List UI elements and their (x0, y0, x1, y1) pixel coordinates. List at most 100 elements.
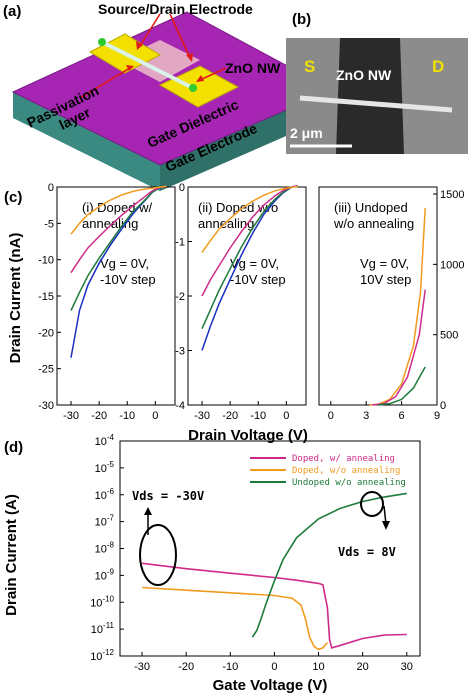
vds-right-label: Vds = 8V (338, 545, 396, 559)
plot-c3-note-2: 10V step (360, 272, 411, 287)
y-tick-label-1-3: -1 (175, 237, 185, 249)
y-tick-label-2-3: 1500 (440, 189, 464, 201)
plot-c2-note-1: Vg = 0V, (230, 256, 279, 271)
panel-d-xlabel: Gate Voltage (V) (213, 677, 328, 694)
y-tick-label-0-0: -30 (38, 400, 54, 412)
x-tick-label-2-0: 0 (328, 410, 334, 422)
x-tick-label-0-0: -30 (63, 410, 79, 422)
panel-c: (c) Drain Current (nA) Drain Voltage (V)… (4, 182, 464, 444)
panel-c-xlabel: Drain Voltage (V) (188, 427, 308, 444)
nanowire-label: ZnO NW (225, 60, 281, 76)
panel-a-label: (a) (3, 3, 21, 20)
arrowhead-passivation (126, 65, 134, 71)
arrow-source (139, 13, 161, 47)
arrowhead-drain (186, 53, 193, 62)
arrow-drain (169, 13, 191, 59)
x-tick-label-2-1: 3 (363, 410, 369, 422)
plot-c2-title-2: annealing (198, 216, 254, 231)
legend-label-1: Doped, w/ annealing (292, 454, 395, 464)
d-series-line-0 (142, 562, 407, 649)
arrow-nanowire (199, 67, 227, 81)
plot-c1-note-2: -10V step (100, 272, 156, 287)
source-drain-label: Source/Drain Electrode (98, 1, 253, 17)
d-series-line-2 (251, 492, 407, 638)
left-arrowhead (144, 507, 152, 515)
x-tick-label-2-2: 6 (399, 410, 405, 422)
nanowire (101, 40, 194, 90)
d-y-tick-label-0: 10-12 (90, 648, 114, 663)
d-x-tick-label-2: -10 (222, 661, 238, 673)
arrow-passivation (79, 67, 131, 99)
x-tick-label-1-0: -30 (194, 410, 210, 422)
series-line-0-3 (70, 185, 167, 235)
d-y-tick-label-1: 10-11 (91, 621, 115, 636)
y-tick-label-2-1: 500 (440, 330, 458, 342)
d-y-tick-label-7: 10-5 (95, 460, 115, 475)
d-y-tick-label-3: 10-9 (95, 567, 115, 582)
y-tick-label-1-1: -3 (175, 346, 185, 358)
panel-b: (b) S D ZnO NW 2 μm (286, 11, 468, 154)
panel-d: (d) Drain Current (A) Gate Voltage (V) -… (3, 433, 421, 694)
plot-c3-note-1: Vg = 0V, (360, 256, 409, 271)
y-tick-label-0-2: -20 (38, 327, 54, 339)
source-electrode-sem (286, 38, 340, 154)
vds-left-label: Vds = -30V (132, 489, 204, 503)
d-x-tick-label-1: -20 (178, 661, 194, 673)
panel-b-label: (b) (292, 11, 311, 28)
series-line-1-3 (201, 185, 298, 253)
series-line-2-0 (369, 208, 426, 406)
arrowhead-source (136, 41, 143, 50)
y-tick-label-1-0: -4 (175, 400, 185, 412)
nanowire-sem (299, 95, 453, 113)
y-tick-label-0-1: -25 (38, 364, 54, 376)
d-x-tick-label-5: 20 (357, 661, 369, 673)
x-tick-label-0-3: 0 (152, 410, 158, 422)
scale-label: 2 μm (290, 125, 323, 141)
d-x-tick-label-3: 0 (271, 661, 277, 673)
panel-c-ylabel: Drain Current (nA) (7, 233, 24, 364)
d-y-tick-label-5: 10-7 (95, 514, 115, 529)
plot-c1-note-1: Vg = 0V, (100, 256, 149, 271)
series-line-1-2 (201, 185, 298, 297)
plot-d-data: -30 -20 -10 0 10 20 30 10-12 10-11 10-10 10-9 10-8 1… (90, 433, 413, 673)
plot-c2-data: -30 -20 -10 0-4-3-2-10 (175, 182, 298, 422)
x-tick-label-1-3: 0 (283, 410, 289, 422)
right-arrowhead (382, 521, 390, 530)
x-tick-label-0-1: -20 (91, 410, 107, 422)
y-tick-label-0-5: -5 (44, 218, 54, 230)
d-y-tick-label-4: 10-8 (95, 541, 115, 556)
plot-c1-title-2: annealing (82, 216, 138, 231)
contact-right (189, 84, 197, 92)
y-tick-label-1-2: -2 (175, 291, 185, 303)
d-x-tick-label-0: -30 (134, 661, 150, 673)
y-tick-label-0-4: -10 (38, 255, 54, 267)
plot-c1-data: -30 -20 -10 0 -30 -25 -20 -15 -10 -5 0 (38, 182, 167, 422)
d-y-tick-label-8: 10-4 (95, 433, 115, 448)
x-tick-label-2-3: 9 (434, 410, 440, 422)
plot-c3-title-1: (iii) Undoped (334, 200, 408, 215)
y-tick-label-1-4: 0 (179, 182, 185, 194)
drain-electrode (158, 65, 240, 108)
legend-label-3: Undoped w/o annealing (292, 478, 406, 488)
y-tick-label-2-0: 0 (440, 400, 446, 412)
series-line-0-2 (70, 185, 167, 274)
right-ellipse (360, 491, 384, 517)
y-tick-label-0-6: 0 (48, 182, 54, 194)
x-tick-label-1-2: -10 (250, 410, 266, 422)
x-tick-label-1-1: -20 (222, 410, 238, 422)
arrowhead-nanowire (196, 75, 204, 82)
y-tick-label-2-2: 1000 (440, 259, 464, 271)
series-line-1-1 (201, 185, 298, 330)
panel-a: (a) Source/Drain Electrode ZnO NW Passiv… (3, 1, 334, 191)
contact-left (98, 38, 106, 46)
y-tick-label-0-3: -15 (38, 291, 54, 303)
d-x-tick-label-6: 30 (401, 661, 413, 673)
plot-c3-title-2: w/o annealing (333, 216, 414, 231)
label-s: S (304, 57, 315, 76)
d-series-line-1 (142, 586, 329, 651)
d-x-tick-label-4: 10 (312, 661, 324, 673)
panel-c-label: (c) (4, 189, 22, 206)
left-ellipse (139, 524, 177, 586)
